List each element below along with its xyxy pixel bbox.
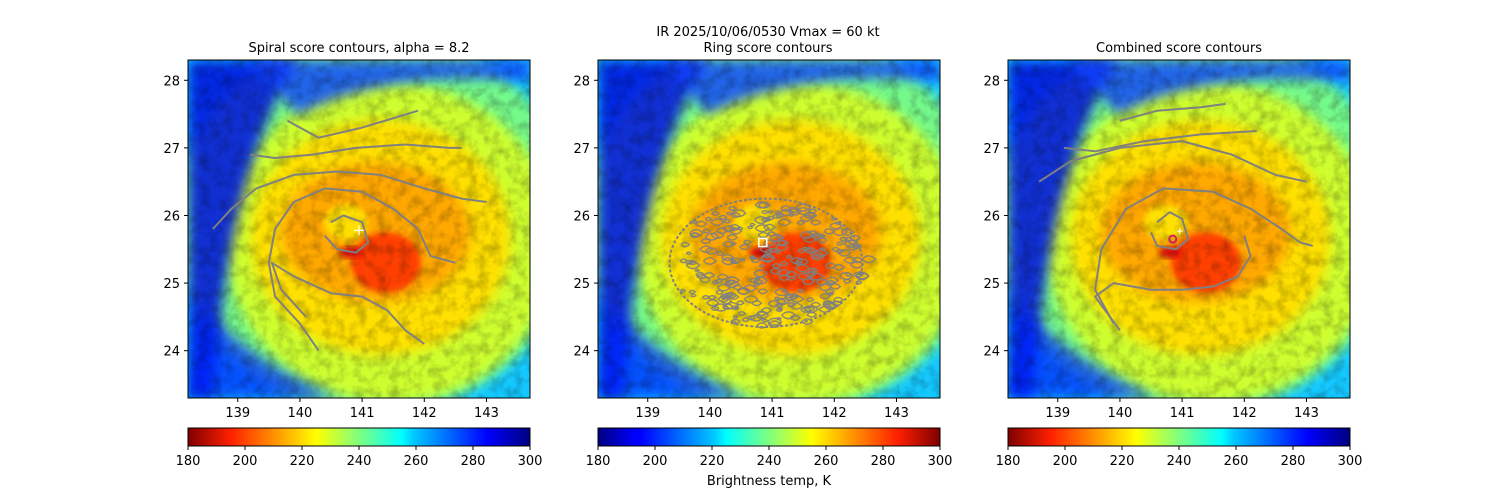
colorbar — [1007, 427, 1351, 447]
contour-line — [212, 170, 487, 230]
x-tick-label: 139 — [635, 406, 660, 421]
contour-line — [1119, 102, 1226, 122]
x-tick-label: 141 — [1170, 406, 1195, 421]
x-tick-label: 143 — [1294, 406, 1319, 421]
colorbar-tick-label: 300 — [518, 454, 543, 469]
x-tick-label: 140 — [698, 406, 723, 421]
center-marker-circle — [1168, 234, 1178, 244]
y-tick-label: 26 — [573, 209, 590, 224]
colorbar-tick-label: 300 — [1338, 454, 1363, 469]
colorbar-tick-label: 220 — [700, 454, 725, 469]
colorbar-tick-label: 200 — [233, 454, 258, 469]
axes-frame — [1007, 59, 1351, 399]
y-tick-label: 28 — [163, 74, 180, 89]
panel-title: Combined score contours — [1096, 41, 1262, 56]
x-tick-label: 140 — [288, 406, 313, 421]
x-tick-label: 143 — [884, 406, 909, 421]
colorbar-tick-label: 200 — [1053, 454, 1078, 469]
contour-line — [1063, 130, 1257, 153]
y-tick-label: 24 — [983, 345, 1000, 360]
suptitle: IR 2025/10/06/0530 Vmax = 60 kt — [656, 25, 879, 40]
x-tick-label: 139 — [225, 406, 250, 421]
x-tick-label: 142 — [412, 406, 437, 421]
colorbar-tick-label: 200 — [643, 454, 668, 469]
colorbar-label: Brightness temp, K — [707, 474, 832, 489]
y-tick-label: 25 — [573, 277, 590, 292]
colorbar-tick-label: 280 — [871, 454, 896, 469]
center-marker-square — [758, 237, 768, 248]
x-tick-label: 142 — [1232, 406, 1257, 421]
colorbar-tick-label: 260 — [404, 454, 429, 469]
contour-line — [324, 214, 370, 254]
y-tick-label: 25 — [163, 277, 180, 292]
y-tick-label: 27 — [163, 142, 180, 157]
colorbar — [597, 427, 941, 447]
colorbar-tick-label: 260 — [814, 454, 839, 469]
colorbar-tick-label: 240 — [347, 454, 372, 469]
panel-title-ring: Ring score contours — [703, 41, 832, 56]
contour-line — [1038, 140, 1307, 183]
contour-line — [1094, 235, 1252, 331]
panel-title: Spiral score contours, alpha = 8.2 — [248, 41, 469, 56]
contour-line — [250, 143, 462, 159]
panel-2: Combined score contours 139 140 141 142 143 24… — [983, 41, 1363, 469]
y-tick-label: 24 — [163, 345, 180, 360]
contour-line — [267, 187, 456, 352]
colorbar-tick-label: 260 — [1224, 454, 1249, 469]
x-tick-label: 141 — [760, 406, 785, 421]
axes-frame — [187, 59, 531, 399]
ir-image — [1008, 60, 1350, 398]
y-tick-label: 24 — [573, 345, 590, 360]
colorbar-tick-label: 180 — [996, 454, 1021, 469]
colorbar-tick-label: 280 — [1281, 454, 1306, 469]
y-tick-label: 28 — [573, 74, 590, 89]
colorbar-tick-label: 240 — [1167, 454, 1192, 469]
center-marker-plus — [1176, 228, 1183, 235]
y-tick-label: 25 — [983, 277, 1000, 292]
x-tick-label: 141 — [350, 406, 375, 421]
axes-frame — [597, 59, 941, 399]
center-marker-plus — [354, 225, 364, 236]
panels: Spiral score contours, alpha = 8.2 139 140… — [163, 41, 1363, 489]
x-tick-label: 143 — [474, 406, 499, 421]
ir-image — [188, 60, 530, 398]
panel-0: Spiral score contours, alpha = 8.2 139 140… — [163, 41, 543, 469]
contour-line — [270, 261, 425, 345]
colorbar-tick-label: 180 — [586, 454, 611, 469]
contour-line — [287, 109, 419, 139]
y-tick-label: 26 — [163, 209, 180, 224]
x-tick-label: 140 — [1108, 406, 1133, 421]
y-tick-label: 27 — [573, 142, 590, 157]
colorbar-tick-label: 220 — [290, 454, 315, 469]
colorbar-tick-label: 220 — [1110, 454, 1135, 469]
colorbar-tick-label: 280 — [461, 454, 486, 469]
x-tick-label: 139 — [1045, 406, 1070, 421]
ring-contours — [668, 197, 877, 329]
colorbar-tick-label: 180 — [176, 454, 201, 469]
panel-1: 139 140 141 142 143 24 25 26 27 28 180 200 220 240 260… — [573, 59, 953, 489]
y-tick-label: 27 — [983, 142, 1000, 157]
contour-line — [1150, 211, 1190, 251]
colorbar-tick-label: 300 — [928, 454, 953, 469]
colorbar — [187, 427, 531, 447]
y-tick-label: 26 — [983, 209, 1000, 224]
y-tick-label: 28 — [983, 74, 1000, 89]
contour-line — [1094, 187, 1313, 325]
x-tick-label: 142 — [822, 406, 847, 421]
ir-image — [598, 60, 940, 398]
colorbar-tick-label: 240 — [757, 454, 782, 469]
